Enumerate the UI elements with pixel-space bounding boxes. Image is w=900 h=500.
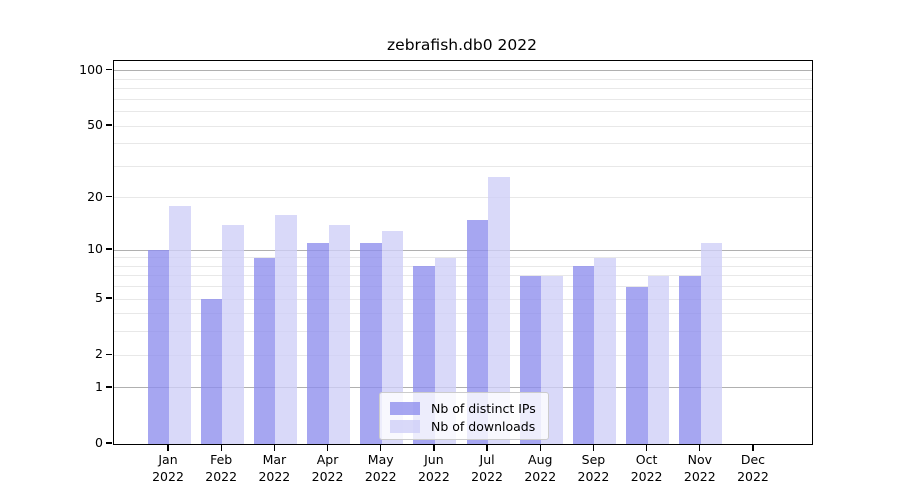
- gridline-minor-70: [114, 98, 812, 100]
- bar-jan-distinct-ips: [147, 250, 169, 444]
- x-tick-mark-mar: [273, 444, 275, 451]
- gridline-minor-40: [114, 143, 812, 145]
- bar-apr-distinct-ips: [307, 243, 329, 444]
- gridline-minor-90: [114, 78, 812, 80]
- x-tick-mark-oct: [645, 444, 648, 451]
- y-tick-mark-100: [106, 69, 112, 71]
- gridline-minor-3: [114, 331, 812, 333]
- bar-jul-distinct-ips: [466, 219, 489, 444]
- bar-sep-distinct-ips: [572, 266, 595, 444]
- y-tick-mark-5: [106, 297, 112, 299]
- x-tick-label-apr: Apr 2022: [311, 452, 344, 484]
- x-tick-label-jun: Jun 2022: [417, 452, 450, 484]
- legend-item-distinct-ips: Nb of distinct IPs: [390, 399, 540, 417]
- x-tick-label-dec: Dec 2022: [737, 452, 769, 484]
- chart-title: zebrafish.db0 2022: [387, 36, 537, 54]
- bar-mar-distinct-ips: [253, 257, 276, 444]
- y-tick-label-5: 5: [95, 290, 103, 306]
- y-tick-mark-0: [106, 442, 112, 444]
- legend: Nb of distinct IPs Nb of downloads: [379, 392, 549, 440]
- bar-feb-distinct-ips: [200, 299, 223, 444]
- gridline-major-100: [114, 70, 812, 72]
- x-tick-label-sep: Sep 2022: [577, 452, 610, 484]
- legend-swatch-distinct-ips: [390, 401, 420, 415]
- gridline-minor-2: [114, 354, 812, 356]
- x-tick-label-nov: Nov 2022: [683, 452, 716, 484]
- y-tick-mark-10: [106, 248, 112, 250]
- plot-area: [113, 60, 813, 445]
- gridline-minor-6: [114, 286, 812, 288]
- gridline-minor-50: [114, 125, 812, 127]
- y-tick-mark-2: [106, 353, 112, 355]
- gridline-major-1: [114, 387, 812, 389]
- gridline-minor-7: [114, 275, 812, 277]
- gridline-minor-4: [114, 313, 812, 315]
- bar-nov-distinct-ips: [679, 275, 701, 444]
- x-tick-mark-sep: [592, 444, 595, 451]
- gridline-minor-80: [114, 88, 812, 90]
- bar-mar-downloads: [275, 214, 297, 444]
- bar-may-downloads: [381, 230, 404, 444]
- legend-label-distinct-ips: Nb of distinct IPs: [431, 400, 536, 416]
- gridline-minor-20: [114, 197, 812, 199]
- gridline-minor-30: [114, 165, 812, 167]
- x-tick-mark-jan: [167, 444, 169, 451]
- y-tick-label-100: 100: [79, 61, 103, 77]
- x-tick-mark-apr: [326, 444, 329, 451]
- bar-jan-downloads: [169, 205, 191, 444]
- bar-jul-downloads: [488, 177, 510, 444]
- x-tick-mark-aug: [539, 444, 541, 451]
- y-tick-label-1: 1: [95, 378, 103, 394]
- y-tick-label-20: 20: [87, 188, 103, 204]
- y-tick-label-50: 50: [87, 117, 103, 133]
- gridline-minor-9: [114, 257, 812, 259]
- bar-may-distinct-ips: [360, 243, 382, 444]
- y-tick-label-0: 0: [95, 435, 103, 450]
- bar-nov-downloads: [700, 243, 723, 444]
- gridline-major-10: [114, 249, 812, 251]
- y-tick-mark-20: [106, 196, 112, 198]
- y-tick-label-10: 10: [87, 241, 103, 257]
- y-tick-mark-1: [106, 386, 112, 388]
- x-tick-label-may: May 2022: [364, 452, 397, 484]
- legend-swatch-downloads: [390, 419, 420, 433]
- gridline-minor-8: [114, 265, 812, 267]
- x-tick-mark-nov: [699, 444, 701, 451]
- x-tick-label-aug: Aug 2022: [524, 452, 557, 484]
- x-tick-label-jul: Jul 2022: [471, 452, 503, 484]
- x-tick-mark-jun: [433, 444, 435, 451]
- y-tick-mark-50: [106, 124, 112, 126]
- bar-apr-downloads: [328, 225, 351, 444]
- legend-item-downloads: Nb of downloads: [390, 417, 540, 435]
- bar-feb-downloads: [222, 225, 244, 444]
- bar-oct-downloads: [647, 275, 670, 444]
- x-tick-label-jan: Jan 2022: [152, 452, 184, 484]
- x-tick-mark-feb: [220, 444, 222, 451]
- y-tick-label-2: 2: [95, 346, 103, 362]
- bar-oct-distinct-ips: [626, 286, 648, 444]
- x-tick-label-feb: Feb 2022: [205, 452, 238, 484]
- x-tick-label-mar: Mar 2022: [258, 452, 291, 484]
- gridline-minor-60: [114, 111, 812, 113]
- x-tick-mark-jul: [486, 444, 488, 451]
- legend-label-downloads: Nb of downloads: [431, 418, 536, 434]
- x-tick-mark-dec: [752, 444, 754, 451]
- x-tick-mark-may: [380, 444, 382, 451]
- bar-sep-downloads: [594, 257, 616, 444]
- x-tick-label-oct: Oct 2022: [630, 452, 663, 484]
- gridline-minor-5: [114, 298, 812, 300]
